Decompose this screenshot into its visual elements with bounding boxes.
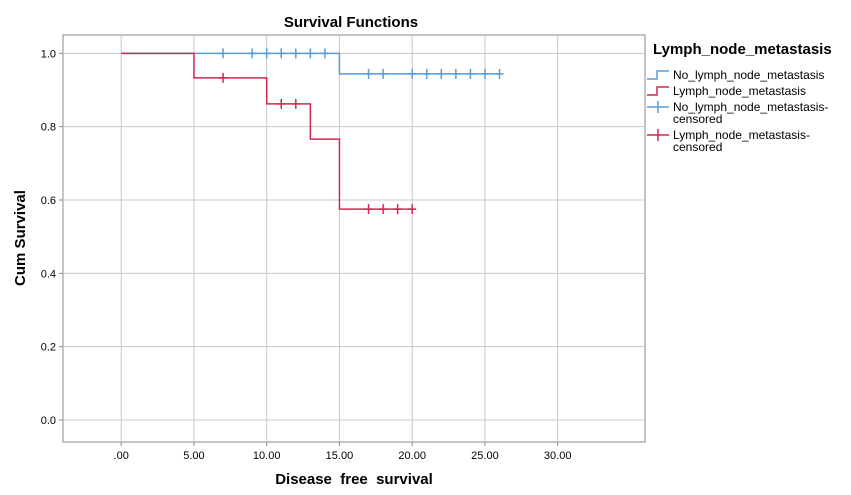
x-axis-title: Disease free survival <box>275 471 433 488</box>
plot-area <box>62 34 646 443</box>
x-tick-label: 30.00 <box>544 450 572 462</box>
chart-title: Survival Functions <box>284 14 418 31</box>
censor-mark <box>364 68 373 79</box>
x-tick-label: .00 <box>114 450 129 462</box>
y-tick-label: 1.0 <box>41 48 56 60</box>
x-tick-label: 25.00 <box>471 450 499 462</box>
censor-mark <box>437 68 446 79</box>
censor-mark <box>277 98 286 109</box>
censor-mark <box>291 48 300 59</box>
legend-label-line: Lymph_node_metastasis- <box>673 128 810 142</box>
censor-mark <box>393 204 402 215</box>
censor-mark <box>364 204 373 215</box>
legend-title: Lymph_node_metastasis <box>653 41 832 58</box>
axis-ticks: 0.0 0.2 0.4 0.6 0.8 1.0 .00 5.00 10.00 15.00 20.00… <box>41 48 572 462</box>
legend-line-swatch <box>647 70 669 80</box>
y-tick-label: 0.2 <box>41 342 56 354</box>
y-axis-title: Cum Survival <box>12 190 29 286</box>
y-tick-label: 0.6 <box>41 195 56 207</box>
legend-item-label: No_lymph_node_metastasis <box>673 68 824 82</box>
x-tick-label: 5.00 <box>183 450 204 462</box>
survival-step-line <box>121 52 500 75</box>
series-layer <box>121 48 504 215</box>
censor-mark <box>320 48 329 59</box>
legend-item-label: No_lymph_node_metastasis-censored <box>673 100 828 126</box>
censor-mark <box>219 72 228 83</box>
censor-mark <box>219 48 228 59</box>
legend: Lymph_node_metastasis No_lymph_node_meta… <box>647 41 832 154</box>
legend-item-label: Lymph_node_metastasis-censored <box>673 128 810 154</box>
legend-censor-swatch <box>647 129 669 141</box>
censor-mark <box>291 98 300 109</box>
legend-items: No_lymph_node_metastasis Lymph_node_metas… <box>647 68 828 154</box>
legend-item-label: Lymph_node_metastasis <box>673 84 806 98</box>
censor-mark <box>277 48 286 59</box>
legend-label-line: censored <box>673 140 722 154</box>
legend-label-line: No_lymph_node_metastasis- <box>673 100 828 114</box>
legend-censor-swatch <box>647 101 669 113</box>
censor-mark <box>306 48 315 59</box>
legend-line-swatch <box>647 86 669 96</box>
legend-label-line: Lymph_node_metastasis <box>673 84 806 98</box>
x-tick-label: 10.00 <box>253 450 281 462</box>
censor-mark <box>466 68 475 79</box>
censor-mark <box>495 68 504 79</box>
censor-mark <box>408 68 417 79</box>
censor-mark <box>408 204 417 215</box>
censor-mark <box>379 68 388 79</box>
legend-label-line: censored <box>673 112 722 126</box>
x-tick-label: 20.00 <box>398 450 426 462</box>
censor-mark <box>480 68 489 79</box>
censor-mark <box>422 68 431 79</box>
x-tick-label: 15.00 <box>326 450 354 462</box>
y-tick-label: 0.4 <box>41 268 56 280</box>
y-tick-label: 0.0 <box>41 415 56 427</box>
censor-mark <box>248 48 257 59</box>
censor-mark <box>379 204 388 215</box>
censor-mark <box>262 48 271 59</box>
survival-step-line <box>121 52 413 210</box>
censor-mark <box>451 68 460 79</box>
y-tick-label: 0.8 <box>41 122 56 134</box>
legend-label-line: No_lymph_node_metastasis <box>673 68 824 82</box>
